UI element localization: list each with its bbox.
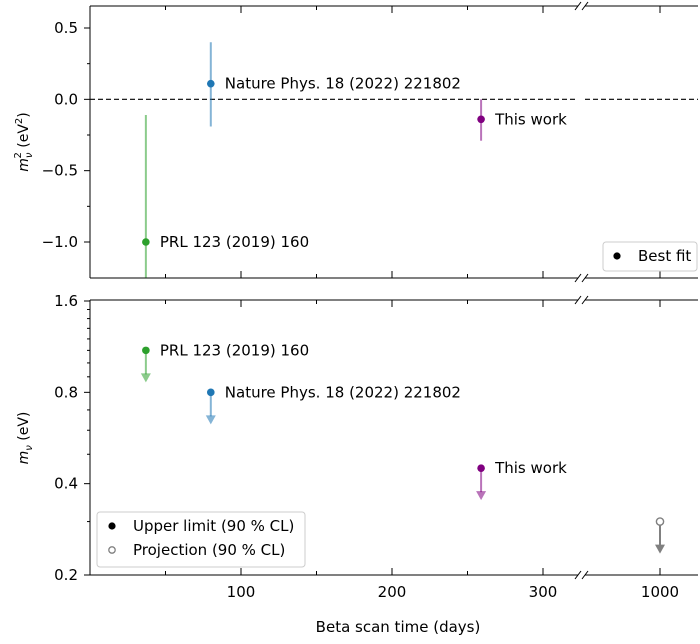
limit-arrowhead	[476, 491, 487, 501]
axis-break-mark	[581, 295, 589, 305]
limit-arrowhead	[140, 373, 151, 383]
y-axis-label: mν (eV)	[16, 412, 35, 465]
legend-box	[602, 241, 698, 272]
legend-label: Upper limit (90 % CL)	[133, 517, 294, 535]
limit-arrowhead	[655, 544, 665, 554]
y-tick-label: 0.5	[54, 19, 78, 37]
y-tick-label: 0.0	[54, 90, 78, 108]
legend-marker	[108, 522, 116, 530]
axis-break-mark	[574, 273, 582, 283]
axis-break-mark	[574, 570, 582, 580]
legend-box	[96, 511, 306, 568]
x-tick-label: 300	[529, 583, 558, 601]
axis-break-mark	[581, 570, 589, 580]
top-panel: 0.5 0.0 −0.5 −1.0 mν2 (eV2) PRL 123 (2019) 16…	[13, 1, 698, 283]
point-label: PRL 123 (2019) 160	[160, 233, 309, 251]
legend-marker	[613, 252, 621, 260]
legend-best-fit: Best fit	[602, 241, 698, 272]
x-tick-label: 1000	[641, 583, 679, 601]
point-label: Nature Phys. 18 (2022) 221802	[225, 75, 461, 93]
data-point	[142, 346, 150, 355]
projection-point	[655, 517, 665, 526]
legend-limits: Upper limit (90 % CL) Projection (90 % CL…	[96, 511, 306, 568]
limit-arrowhead	[205, 415, 216, 425]
axis-break-mark	[574, 1, 582, 11]
y-tick-label: 1.6	[54, 292, 78, 310]
legend-label: Projection (90 % CL)	[133, 541, 285, 559]
data-point	[142, 238, 150, 246]
y-axis-label: mν2 (eV2)	[13, 112, 35, 172]
bottom-panel: 100 200 300 1000 1.6 0.8 0.4 0.2 mν (eV) PRL 123 …	[16, 292, 698, 601]
y-tick-label: 0.4	[54, 475, 78, 493]
point-label: This work	[494, 459, 567, 477]
x-axis-label: Beta scan time (days)	[316, 618, 481, 636]
legend-marker	[108, 546, 116, 554]
legend-label: Best fit	[638, 247, 691, 265]
x-tick-label: 200	[378, 583, 407, 601]
y-tick-label: 0.2	[54, 566, 78, 584]
data-point	[207, 388, 215, 397]
data-point	[477, 115, 485, 124]
y-tick-label: −0.5	[42, 162, 78, 180]
axis-break-mark	[574, 295, 582, 305]
point-label: This work	[494, 110, 567, 128]
point-label: PRL 123 (2019) 160	[160, 341, 309, 359]
x-tick-label: 100	[227, 583, 256, 601]
y-tick-label: −1.0	[42, 233, 78, 251]
axis-break-mark	[581, 273, 589, 283]
data-point	[207, 79, 215, 88]
point-label: Nature Phys. 18 (2022) 221802	[225, 383, 461, 401]
y-tick-label: 0.8	[54, 383, 78, 401]
data-point	[477, 464, 485, 472]
axis-break-mark	[581, 1, 589, 11]
